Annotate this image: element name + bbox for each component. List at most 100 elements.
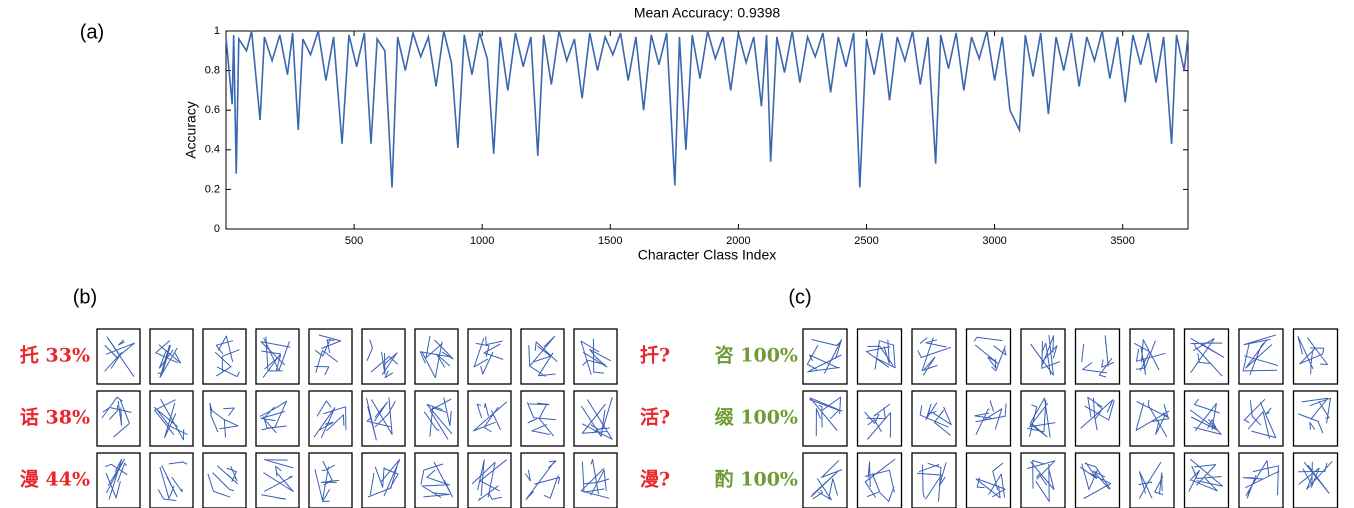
handwriting-sample — [1243, 461, 1279, 498]
handwriting-sample — [975, 401, 1006, 435]
handwriting-sample — [1080, 462, 1111, 498]
handwriting-sample — [917, 463, 946, 502]
sample-box — [150, 329, 193, 384]
panel-label: (c) — [788, 286, 811, 308]
sample-box — [574, 391, 617, 446]
sample-box — [912, 329, 956, 384]
handwriting-sample — [976, 463, 1005, 498]
handwriting-sample — [368, 459, 400, 497]
handwriting-sample — [865, 404, 891, 439]
handwriting-sample — [1244, 399, 1276, 439]
sample-box — [803, 329, 847, 384]
y-tick-label: 0.2 — [205, 183, 220, 195]
sample-box — [1021, 329, 1065, 384]
handwriting-sample — [581, 339, 611, 375]
sample-box — [1130, 453, 1174, 508]
sample-box — [415, 391, 458, 446]
handwriting-sample — [260, 401, 287, 433]
handwriting-sample — [1136, 400, 1169, 437]
handwriting-sample — [1298, 461, 1332, 493]
sample-box — [256, 453, 299, 508]
row-label: 缀 100% — [715, 406, 798, 429]
sample-box — [256, 329, 299, 384]
sample-box — [97, 391, 140, 446]
handwriting-sample — [581, 460, 609, 499]
sample-box — [967, 329, 1011, 384]
row-label: 漫 44% — [20, 469, 90, 491]
handwriting-sample — [1031, 335, 1060, 375]
handwriting-sample — [215, 336, 239, 377]
sample-box — [803, 453, 847, 508]
handwriting-sample — [208, 466, 237, 498]
x-tick-label: 3500 — [1110, 235, 1134, 247]
handwriting-sample — [210, 403, 238, 437]
handwriting-sample — [1190, 399, 1221, 434]
handwriting-sample — [525, 461, 559, 499]
handwriting-sample — [158, 462, 187, 501]
sample-box — [858, 453, 902, 508]
y-tick-label: 0.8 — [205, 65, 220, 77]
prediction-label: 扦? — [640, 345, 670, 367]
handwriting-sample — [1081, 397, 1115, 430]
x-tick-label: 1500 — [598, 235, 622, 247]
handwriting-sample — [420, 336, 453, 378]
handwriting-sample — [809, 397, 842, 436]
handwriting-sample — [1189, 459, 1223, 492]
sample-box — [858, 329, 902, 384]
handwriting-sample — [920, 403, 951, 436]
panel-label: (a) — [80, 21, 104, 43]
handwriting-sample — [261, 337, 291, 378]
sample-box — [1076, 453, 1120, 508]
sample-box — [203, 391, 246, 446]
handwriting-sample — [315, 461, 339, 502]
sample-box — [468, 391, 511, 446]
sample-box — [203, 329, 246, 384]
y-tick-label: 0.4 — [205, 144, 220, 156]
x-tick-label: 2000 — [726, 235, 750, 247]
row-label: 咨 100% — [715, 344, 798, 367]
sample-box — [1294, 453, 1338, 508]
handwriting-sample — [811, 460, 842, 499]
handwriting-sample — [1134, 340, 1165, 375]
handwriting-sample — [918, 337, 951, 375]
handwriting-sample — [974, 337, 1006, 371]
row-label: 酌 100% — [715, 468, 798, 491]
handwriting-sample — [155, 399, 188, 440]
chart-title: Mean Accuracy: 0.9398 — [634, 5, 781, 21]
x-tick-label: 500 — [345, 235, 363, 247]
handwriting-sample — [865, 459, 895, 501]
x-tick-label: 2500 — [854, 235, 878, 247]
x-tick-label: 3000 — [982, 235, 1006, 247]
y-tick-label: 1 — [214, 25, 220, 37]
handwriting-sample — [529, 336, 557, 376]
sample-box — [1185, 453, 1229, 508]
prediction-label: 漫? — [640, 469, 670, 491]
handwriting-sample — [866, 340, 895, 370]
y-tick-label: 0.6 — [205, 104, 220, 116]
handwriting-sample — [1027, 398, 1055, 437]
handwriting-sample — [156, 341, 181, 378]
sample-box — [1185, 391, 1229, 446]
y-axis-label: Accuracy — [183, 101, 199, 159]
row-label: 托 33% — [20, 345, 90, 367]
sample-box — [468, 329, 511, 384]
sample-box — [912, 391, 956, 446]
accuracy-line — [226, 31, 1188, 187]
sample-box — [574, 453, 617, 508]
handwriting-sample — [314, 401, 346, 438]
sample-box — [1294, 391, 1338, 446]
figure: (a) Mean Accuracy: 0.9398 Character Clas… — [0, 0, 1354, 508]
handwriting-sample — [474, 336, 503, 374]
handwriting-sample — [527, 402, 556, 436]
y-tick-label: 0 — [214, 223, 220, 235]
sample-box — [1294, 329, 1338, 384]
sample-box — [521, 453, 564, 508]
handwriting-sample — [581, 397, 612, 439]
handwriting-sample — [261, 460, 293, 499]
handwriting-sample — [474, 402, 507, 432]
handwriting-sample — [1139, 462, 1164, 499]
x-axis-label: Character Class Index — [638, 247, 777, 263]
handwriting-sample — [1298, 336, 1328, 374]
handwriting-sample — [105, 337, 135, 377]
handwriting-sample — [1191, 338, 1224, 376]
